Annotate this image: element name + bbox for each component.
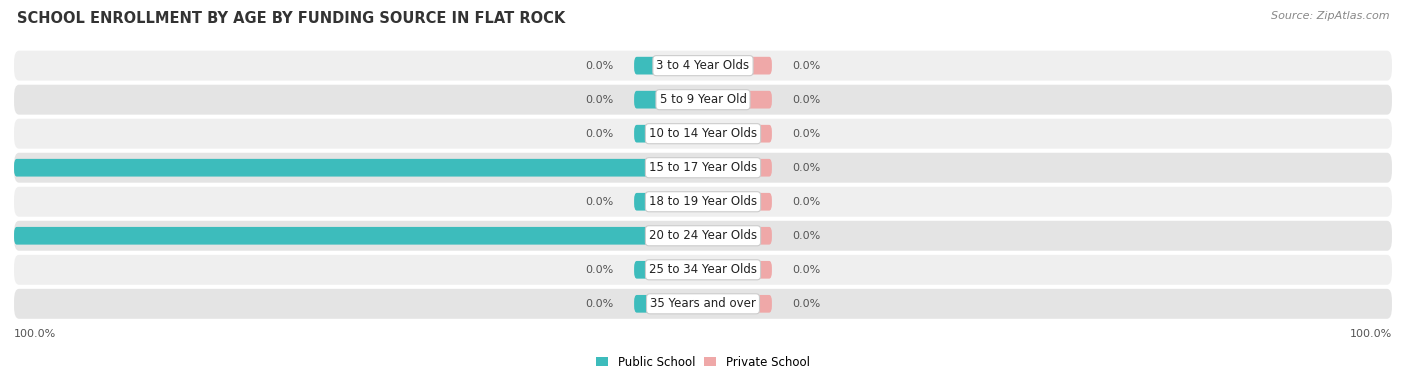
FancyBboxPatch shape bbox=[634, 125, 703, 143]
FancyBboxPatch shape bbox=[14, 289, 1392, 319]
FancyBboxPatch shape bbox=[14, 227, 703, 245]
Legend: Public School, Private School: Public School, Private School bbox=[596, 356, 810, 369]
FancyBboxPatch shape bbox=[14, 51, 1392, 81]
FancyBboxPatch shape bbox=[14, 159, 703, 176]
Text: 0.0%: 0.0% bbox=[793, 231, 821, 241]
Text: 0.0%: 0.0% bbox=[585, 61, 613, 70]
FancyBboxPatch shape bbox=[703, 295, 772, 313]
Text: 0.0%: 0.0% bbox=[793, 163, 821, 173]
Text: 0.0%: 0.0% bbox=[793, 129, 821, 139]
Text: 0.0%: 0.0% bbox=[585, 265, 613, 275]
Text: SCHOOL ENROLLMENT BY AGE BY FUNDING SOURCE IN FLAT ROCK: SCHOOL ENROLLMENT BY AGE BY FUNDING SOUR… bbox=[17, 11, 565, 26]
FancyBboxPatch shape bbox=[14, 187, 1392, 217]
Text: 10 to 14 Year Olds: 10 to 14 Year Olds bbox=[650, 127, 756, 140]
FancyBboxPatch shape bbox=[703, 227, 772, 245]
Text: 0.0%: 0.0% bbox=[793, 197, 821, 207]
Text: 3 to 4 Year Olds: 3 to 4 Year Olds bbox=[657, 59, 749, 72]
Text: 5 to 9 Year Old: 5 to 9 Year Old bbox=[659, 93, 747, 106]
Text: Source: ZipAtlas.com: Source: ZipAtlas.com bbox=[1271, 11, 1389, 21]
Text: 0.0%: 0.0% bbox=[793, 299, 821, 309]
Text: 0.0%: 0.0% bbox=[793, 61, 821, 70]
Text: 100.0%: 100.0% bbox=[14, 329, 56, 339]
FancyBboxPatch shape bbox=[14, 221, 1392, 251]
FancyBboxPatch shape bbox=[703, 125, 772, 143]
Text: 0.0%: 0.0% bbox=[793, 95, 821, 105]
FancyBboxPatch shape bbox=[634, 295, 703, 313]
FancyBboxPatch shape bbox=[703, 261, 772, 279]
FancyBboxPatch shape bbox=[14, 255, 1392, 285]
Text: 0.0%: 0.0% bbox=[585, 197, 613, 207]
Text: 15 to 17 Year Olds: 15 to 17 Year Olds bbox=[650, 161, 756, 174]
FancyBboxPatch shape bbox=[634, 261, 703, 279]
FancyBboxPatch shape bbox=[634, 91, 703, 109]
FancyBboxPatch shape bbox=[703, 193, 772, 211]
Text: 0.0%: 0.0% bbox=[793, 265, 821, 275]
FancyBboxPatch shape bbox=[634, 57, 703, 75]
Text: 35 Years and over: 35 Years and over bbox=[650, 297, 756, 310]
FancyBboxPatch shape bbox=[703, 159, 772, 176]
Text: 0.0%: 0.0% bbox=[585, 129, 613, 139]
Text: 25 to 34 Year Olds: 25 to 34 Year Olds bbox=[650, 263, 756, 276]
Text: 0.0%: 0.0% bbox=[585, 95, 613, 105]
FancyBboxPatch shape bbox=[14, 119, 1392, 149]
Text: 0.0%: 0.0% bbox=[585, 299, 613, 309]
Text: 20 to 24 Year Olds: 20 to 24 Year Olds bbox=[650, 229, 756, 242]
FancyBboxPatch shape bbox=[14, 85, 1392, 115]
Text: 100.0%: 100.0% bbox=[1350, 329, 1392, 339]
FancyBboxPatch shape bbox=[634, 193, 703, 211]
Text: 18 to 19 Year Olds: 18 to 19 Year Olds bbox=[650, 195, 756, 208]
FancyBboxPatch shape bbox=[703, 91, 772, 109]
FancyBboxPatch shape bbox=[14, 153, 1392, 183]
FancyBboxPatch shape bbox=[703, 57, 772, 75]
